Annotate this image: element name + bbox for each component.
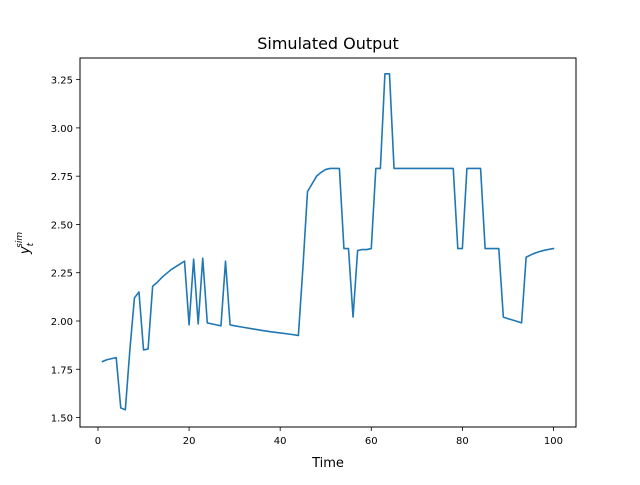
x-tick-label: 60 [365, 436, 378, 447]
y-tick-label: 2.50 [51, 220, 73, 231]
y-tick-label: 3.25 [51, 76, 73, 87]
x-tick-label: 0 [95, 436, 101, 447]
y-tick-label: 2.75 [51, 172, 73, 183]
y-axis: 1.50 1.75 2.00 2.25 2.50 2.75 3.00 3.25 [51, 76, 80, 425]
x-tick-label: 100 [544, 436, 563, 447]
y-axis-label-main: y [18, 246, 33, 255]
x-tick-label: 20 [183, 436, 196, 447]
x-axis-label: Time [311, 456, 344, 471]
y-tick-label: 1.75 [51, 365, 73, 376]
series-line [101, 73, 555, 411]
y-axis-label-superscript: sim [15, 232, 25, 248]
y-tick-label: 1.50 [51, 414, 73, 425]
y-tick-label: 2.00 [51, 317, 73, 328]
plot-area [101, 73, 555, 411]
x-tick-label: 40 [274, 436, 287, 447]
svg-text:ytsim: ytsim [15, 232, 36, 255]
y-axis-label: ytsim [15, 232, 36, 255]
chart-title: Simulated Output [257, 34, 399, 53]
y-axis-label-subscript: t [26, 242, 36, 246]
y-tick-label: 2.25 [51, 269, 73, 280]
axes-frame [79, 57, 577, 428]
y-tick-label: 3.00 [51, 124, 73, 135]
x-axis: 0 20 40 60 80 100 [95, 427, 563, 447]
x-tick-label: 80 [456, 436, 469, 447]
